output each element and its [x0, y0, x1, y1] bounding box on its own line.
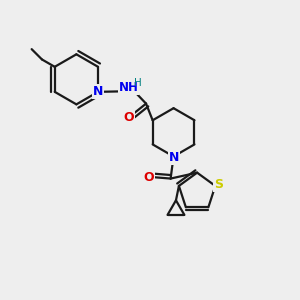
- Text: O: O: [123, 111, 134, 124]
- Text: N: N: [169, 151, 179, 164]
- Text: H: H: [134, 78, 142, 88]
- Text: S: S: [214, 178, 223, 191]
- Text: N: N: [93, 85, 103, 98]
- Text: NH: NH: [118, 81, 138, 94]
- Text: O: O: [143, 171, 154, 184]
